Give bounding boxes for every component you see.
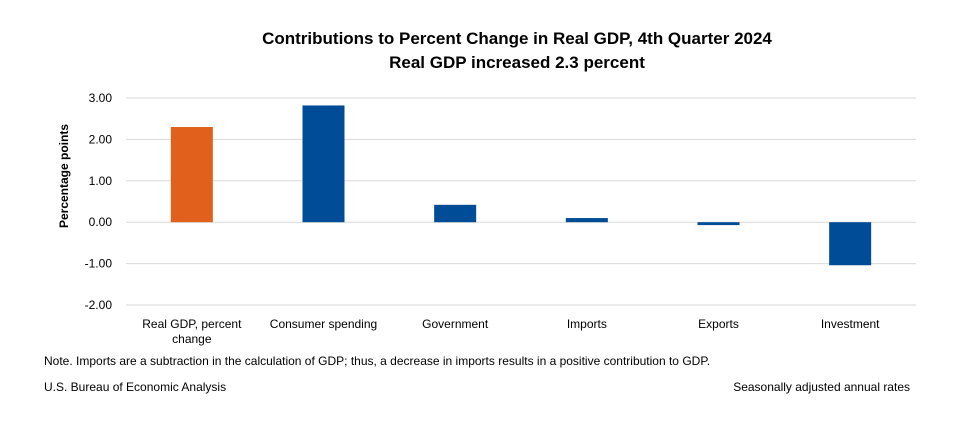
y-tick-label: -1.00 — [85, 257, 113, 271]
bar — [565, 218, 608, 223]
chart-subtitle: Real GDP increased 2.3 percent — [389, 53, 645, 72]
y-tick-label: 0.00 — [89, 215, 113, 229]
y-axis-label: Percentage points — [57, 124, 71, 228]
bar — [302, 105, 345, 223]
y-tick-label: 2.00 — [89, 132, 113, 146]
rates-label: Seasonally adjusted annual rates — [733, 380, 910, 394]
chart-title: Contributions to Percent Change in Real … — [262, 29, 772, 48]
y-tick-label: 3.00 — [89, 91, 113, 105]
y-tick-label: 1.00 — [89, 174, 113, 188]
x-tick-label: Exports — [698, 317, 739, 331]
bar — [829, 222, 872, 266]
x-tick-label: Government — [422, 317, 489, 331]
bars — [170, 105, 872, 266]
x-axis-labels: Real GDP, percent change Consumer spending… — [142, 317, 880, 346]
footnote: Note. Imports are a subtraction in the c… — [44, 354, 711, 368]
x-tick-label: Investment — [821, 317, 880, 331]
x-tick-label: Imports — [567, 317, 607, 331]
y-tick-label: -2.00 — [85, 298, 113, 312]
bar — [434, 204, 477, 223]
bar-chart: 3.00 2.00 1.00 0.00 -1.00 -2.00 Percentage po… — [57, 91, 916, 346]
y-axis-ticks: 3.00 2.00 1.00 0.00 -1.00 -2.00 — [85, 91, 113, 312]
x-tick-label: Real GDP, percent change — [142, 317, 242, 346]
bar — [170, 126, 213, 223]
gridlines — [126, 97, 916, 306]
bar — [697, 222, 740, 226]
source-label: U.S. Bureau of Economic Analysis — [44, 380, 227, 394]
x-tick-label: Consumer spending — [270, 317, 377, 331]
